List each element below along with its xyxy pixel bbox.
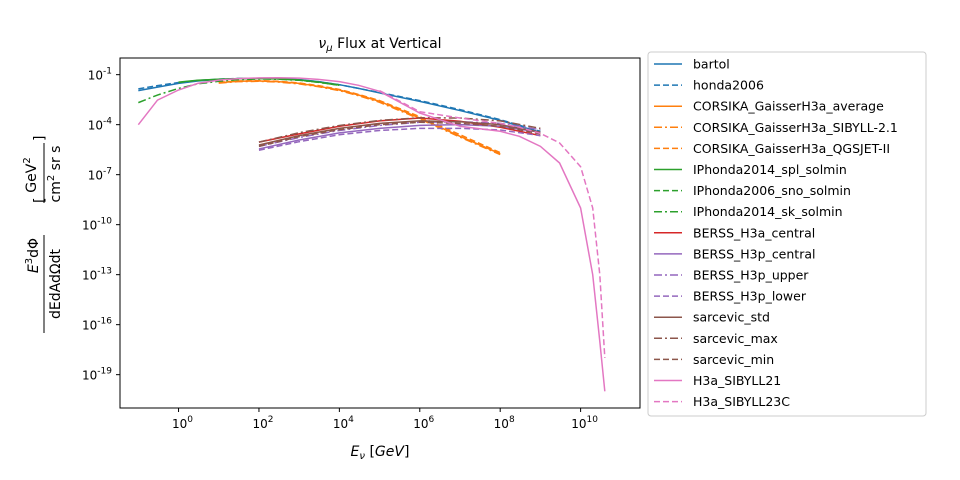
legend-label-sarcevic-max: sarcevic_max [693,331,778,346]
legend-label-corsika-gaisserh3a-qgsjet-ii: CORSIKA_GaisserH3a_QGSJET-II [693,141,890,156]
series-line-sarcevic-min [258,121,541,148]
tick-label: 102 [252,415,273,431]
legend-label-iphonda2006-sno-solmin: IPhonda2006_sno_solmin [693,183,851,198]
plot-frame [119,57,641,409]
series-line-iphonda2014-sk-solmin [138,78,340,104]
svg-text:dEdAdΩdt: dEdAdΩdt [48,249,64,319]
chart-title: νμ Flux at Vertical [318,36,441,54]
legend-label-sarcevic-min: sarcevic_min [693,352,774,367]
legend-label-h3a-sibyll23c: H3a_SIBYLL23C [693,394,790,409]
legend-label-berss-h3a-central: BERSS_H3a_central [693,225,815,240]
series-group [137,77,606,392]
legend-label-h3a-sibyll21: H3a_SIBYLL21 [693,373,781,388]
x-axis-label: Eν [GeV] [351,444,410,462]
series-line-corsika-gaisserh3a-qgsjet-ii [218,79,501,154]
svg-text:GeV2: GeV2 [22,157,40,192]
tick-label: 10-10 [82,217,112,233]
tick-label: 104 [333,415,354,431]
tick-label: 1010 [571,415,598,431]
tick-label: 100 [172,415,193,431]
series-line-sarcevic-std [258,120,541,146]
legend-label-honda2006: honda2006 [693,78,764,93]
legend-label-berss-h3p-central: BERSS_H3p_central [693,246,815,261]
legend-label-bartol: bartol [693,57,730,72]
tick-label: 10-7 [88,167,112,183]
svg-text:]: ] [32,136,48,141]
series-line-h3a-sibyll21 [137,77,606,392]
tick-label: 10-19 [82,367,112,383]
tick-label: 10-1 [88,67,112,83]
legend-label-iphonda2014-sk-solmin: IPhonda2014_sk_solmin [693,204,843,219]
legend-label-berss-h3p-lower: BERSS_H3p_lower [693,289,807,304]
y-axis-label: E3dΦ dEdAdΩdt [ GeV2 cm2 sr s ] [22,136,64,333]
tick-label: 10-16 [82,317,112,333]
svg-text:E3dΦ: E3dΦ [24,238,42,273]
legend-label-berss-h3p-upper: BERSS_H3p_upper [693,268,809,283]
series-line-h3a-sibyll23c [379,89,606,359]
series-line-honda2006 [138,77,541,133]
tick-label: 108 [494,415,515,431]
legend-label-iphonda2014-spl-solmin: IPhonda2014_spl_solmin [693,162,847,177]
legend-label-corsika-gaisserh3a-sibyll-2-1: CORSIKA_GaisserH3a_SIBYLL-2.1 [693,120,898,135]
series-line-sarcevic-max [258,116,541,143]
x-axis: 100 102 104 106 108 1010 [172,408,598,431]
legend-label-corsika-gaisserh3a-average: CORSIKA_GaisserH3a_average [693,99,884,114]
y-axis: 10-1 10-4 10-7 10-10 10-13 10-16 10-19 [82,67,120,383]
legend-label-sarcevic-std: sarcevic_std [693,310,770,325]
svg-text:[: [ [32,198,48,203]
tick-label: 106 [413,415,434,431]
tick-label: 10-4 [88,117,113,133]
legend-frame [647,51,927,417]
svg-text:cm2 sr s: cm2 sr s [46,146,64,203]
tick-label: 10-13 [82,267,112,283]
legend: bartol honda2006 CORSIKA_GaisserH3a_averag… [647,51,927,417]
